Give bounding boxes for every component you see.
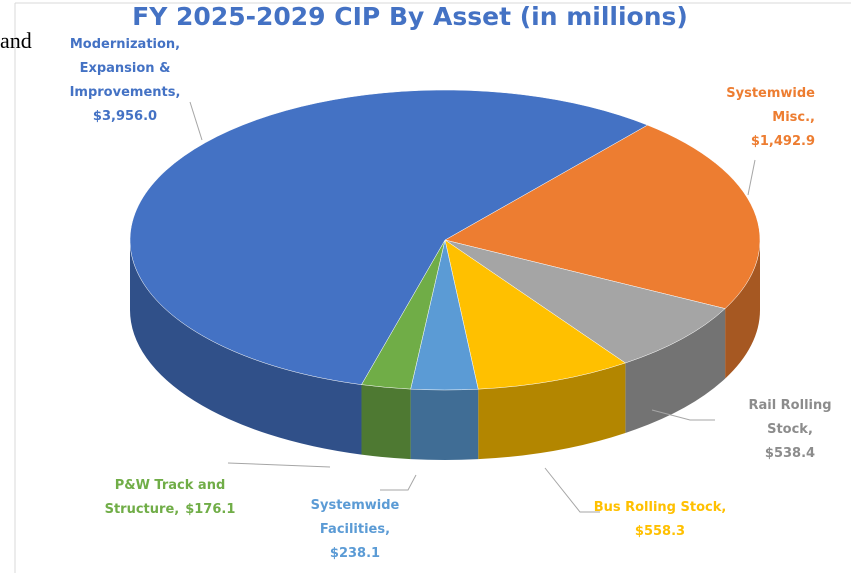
value-label: $538.4 xyxy=(764,446,816,461)
value-label: $176.1 xyxy=(185,502,236,517)
value-label: $238.1 xyxy=(329,546,381,561)
data-label: Systemwide Misc., $1,492.9 xyxy=(700,82,815,154)
value-label: $558.3 xyxy=(634,524,686,539)
category-label: Modernization, Expansion & Improvements, xyxy=(69,37,181,100)
data-label: Bus Rolling Stock, $558.3 xyxy=(560,496,760,544)
leader-line xyxy=(380,474,417,491)
data-label: Rail Rolling Stock, $538.4 xyxy=(735,394,845,466)
slice-side xyxy=(361,384,411,460)
leader-line xyxy=(651,409,715,421)
category-label: Systemwide Misc., xyxy=(726,86,815,125)
data-label: Modernization, Expansion & Improvements,… xyxy=(55,33,195,129)
category-label: Bus Rolling Stock, xyxy=(593,500,727,515)
annotation: and xyxy=(0,28,32,53)
slice-side xyxy=(129,240,362,455)
leader-line xyxy=(227,462,331,468)
leader-line xyxy=(747,159,756,196)
value-label: $3,956.0 xyxy=(92,109,158,124)
slice-side xyxy=(625,308,726,433)
chart-title: FY 2025-2029 CIP By Asset (in millions) xyxy=(132,2,688,31)
data-label: Systemwide Facilities, $238.1 xyxy=(300,494,410,566)
slice-side xyxy=(725,240,760,379)
slice xyxy=(444,239,726,364)
slice-side xyxy=(410,389,479,460)
slice xyxy=(444,124,761,309)
leader-line xyxy=(189,101,203,141)
value-label: $1,492.9 xyxy=(750,134,815,149)
slice xyxy=(444,239,626,390)
data-label: P&W Track and Structure, $176.1 xyxy=(80,474,260,522)
category-label: Systemwide Facilities, xyxy=(310,498,400,537)
category-label: Rail Rolling Stock, xyxy=(748,398,832,437)
slice xyxy=(129,89,649,385)
slice-side xyxy=(478,362,626,460)
category-label: P&W Track and Structure, xyxy=(104,478,226,517)
leader-line xyxy=(544,467,600,513)
